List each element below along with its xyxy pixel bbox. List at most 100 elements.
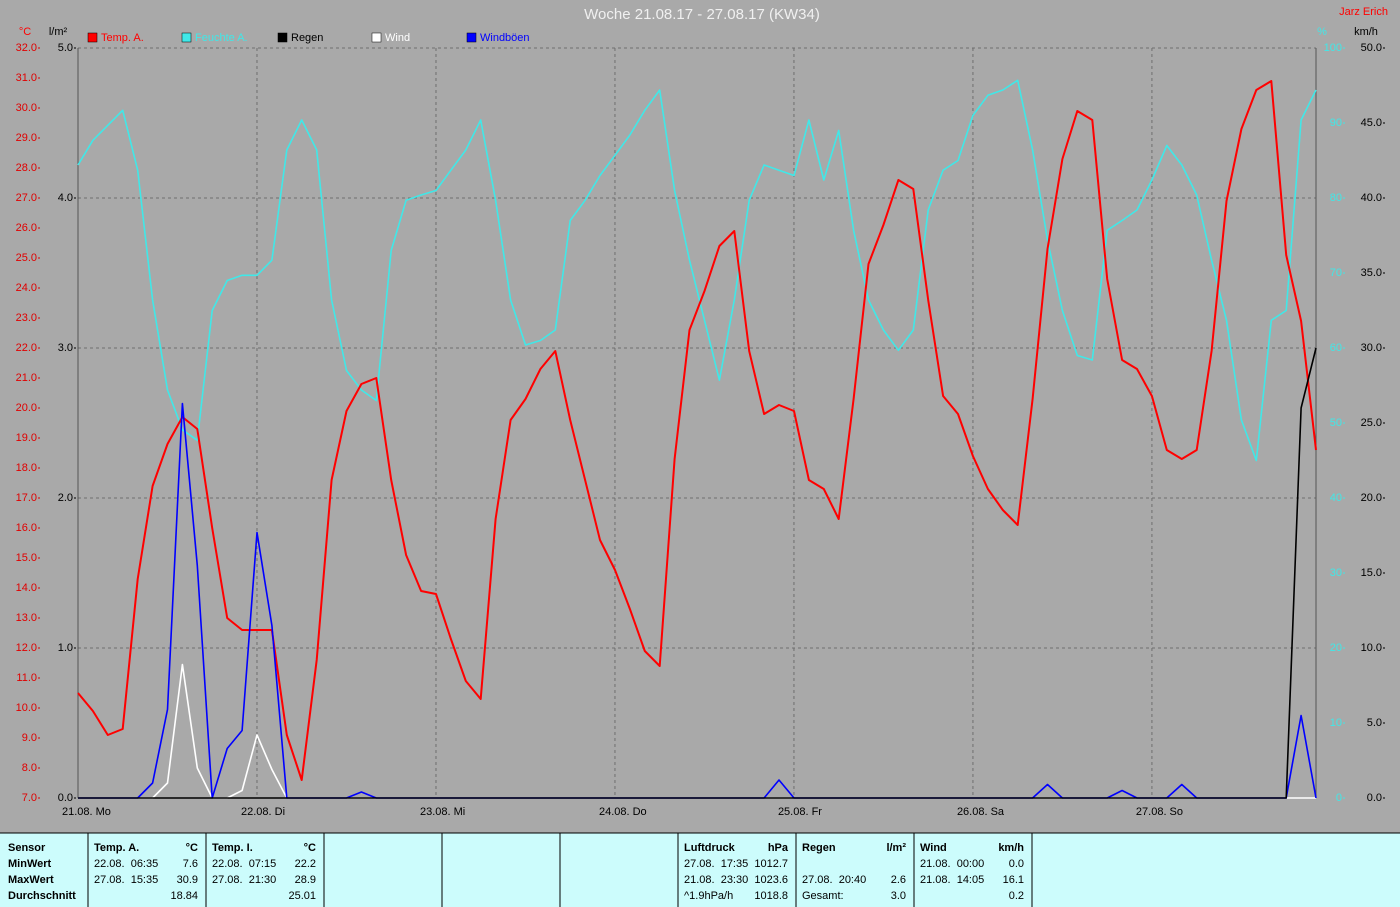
y4-tick-label: 15.0 [1361, 567, 1382, 579]
legend-label: Temp. A. [101, 32, 144, 44]
y2-tick-label: 5.0 [58, 42, 73, 54]
y2-tick-label: 0.0 [58, 792, 73, 804]
cell-value: 25.01 [288, 890, 316, 902]
y3-axis-unit: % [1317, 26, 1327, 38]
y4-tick-label: 0.0 [1367, 792, 1382, 804]
y3-tick-label: 20 [1330, 642, 1342, 654]
column-unit: hPa [768, 842, 789, 854]
cell-time: 27.08. 20:40 [802, 874, 866, 886]
x-tick-label: 26.08. Sa [957, 806, 1005, 818]
legend-label: Windböen [480, 32, 530, 44]
y2-tick-label: 2.0 [58, 492, 73, 504]
cell-value: 1018.8 [754, 890, 788, 902]
y-tick-label: 28.0 [16, 162, 37, 174]
row-label: MinWert [8, 858, 52, 870]
series-line [78, 347, 1317, 799]
cell-time: 21.08. 14:05 [920, 874, 984, 886]
legend-swatch [181, 32, 192, 43]
y-tick-label: 13.0 [16, 612, 37, 624]
legend-label: Feuchte A. [195, 32, 248, 44]
table-header: Sensor [8, 842, 46, 854]
legend-swatch [466, 32, 477, 43]
chart-title: Woche 21.08.17 - 27.08.17 (KW34) [584, 6, 820, 23]
x-tick-label: 23.08. Mi [420, 806, 465, 818]
cell-time: 22.08. 06:35 [94, 858, 158, 870]
y-tick-label: 23.0 [16, 312, 37, 324]
y3-tick-label: 60 [1330, 342, 1342, 354]
x-tick-label: 24.08. Do [599, 806, 647, 818]
y3-tick-label: 40 [1330, 492, 1342, 504]
y4-tick-label: 30.0 [1361, 342, 1382, 354]
y2-axis-unit: l/m² [49, 26, 68, 38]
column-title: Regen [802, 842, 836, 854]
cell-value: 22.2 [295, 858, 316, 870]
legend-swatch [371, 32, 382, 43]
y3-tick-label: 100 [1324, 42, 1342, 54]
series-line [77, 80, 1317, 781]
cell-value: 0.2 [1009, 890, 1024, 902]
column-title: Temp. A. [94, 842, 139, 854]
x-tick-label: 21.08. Mo [62, 806, 111, 818]
cell-time: 27.08. 15:35 [94, 874, 158, 886]
cell-value: 1012.7 [754, 858, 788, 870]
y-tick-label: 14.0 [16, 582, 37, 594]
y2-tick-label: 3.0 [58, 342, 73, 354]
column-title: Temp. I. [212, 842, 253, 854]
series-line [77, 79, 1317, 462]
y2-tick-label: 4.0 [58, 192, 73, 204]
cell-time: 21.08. 00:00 [920, 858, 984, 870]
legend-label: Regen [291, 32, 323, 44]
y3-tick-label: 70 [1330, 267, 1342, 279]
y3-tick-label: 30 [1330, 567, 1342, 579]
y4-tick-label: 35.0 [1361, 267, 1382, 279]
y3-tick-label: 0 [1336, 792, 1342, 804]
y3-tick-label: 50 [1330, 417, 1342, 429]
y3-tick-label: 10 [1330, 717, 1342, 729]
column-unit: km/h [998, 842, 1024, 854]
legend-swatch [87, 32, 98, 43]
y-tick-label: 22.0 [16, 342, 37, 354]
y-tick-label: 16.0 [16, 522, 37, 534]
y4-tick-label: 50.0 [1361, 42, 1382, 54]
x-tick-label: 22.08. Di [241, 806, 285, 818]
y4-tick-label: 5.0 [1367, 717, 1382, 729]
row-label: MaxWert [8, 874, 54, 886]
column-title: Luftdruck [684, 842, 736, 854]
y-tick-label: 32.0 [16, 42, 37, 54]
y-tick-label: 31.0 [16, 72, 37, 84]
y4-tick-label: 10.0 [1361, 642, 1382, 654]
column-title: Wind [920, 842, 947, 854]
cell-value: 30.9 [177, 874, 198, 886]
y-tick-label: 15.0 [16, 552, 37, 564]
y-tick-label: 30.0 [16, 102, 37, 114]
y-tick-label: 12.0 [16, 642, 37, 654]
y-tick-label: 7.0 [22, 792, 37, 804]
cell-time: ^1.9hPa/h [684, 890, 733, 902]
cell-value: 1023.6 [754, 874, 788, 886]
table-background [0, 833, 1400, 907]
y4-tick-label: 25.0 [1361, 417, 1382, 429]
y-tick-label: 25.0 [16, 252, 37, 264]
x-tick-label: 27.08. So [1136, 806, 1183, 818]
y4-axis-unit: km/h [1354, 26, 1378, 38]
y4-tick-label: 40.0 [1361, 192, 1382, 204]
y-tick-label: 21.0 [16, 372, 37, 384]
cell-time: 22.08. 07:15 [212, 858, 276, 870]
y-tick-label: 20.0 [16, 402, 37, 414]
cell-value: 16.1 [1003, 874, 1024, 886]
cell-value: 7.6 [183, 858, 198, 870]
cell-time: Gesamt: [802, 890, 844, 902]
cell-value: 3.0 [891, 890, 906, 902]
y-tick-label: 19.0 [16, 432, 37, 444]
y-axis-unit: °C [19, 26, 31, 38]
y4-tick-label: 45.0 [1361, 117, 1382, 129]
cell-value: 2.6 [891, 874, 906, 886]
y2-tick-label: 1.0 [58, 642, 73, 654]
y4-tick-label: 20.0 [1361, 492, 1382, 504]
y3-tick-label: 90 [1330, 117, 1342, 129]
cell-time: 21.08. 23:30 [684, 874, 748, 886]
y-tick-label: 29.0 [16, 132, 37, 144]
legend-label: Wind [385, 32, 410, 44]
